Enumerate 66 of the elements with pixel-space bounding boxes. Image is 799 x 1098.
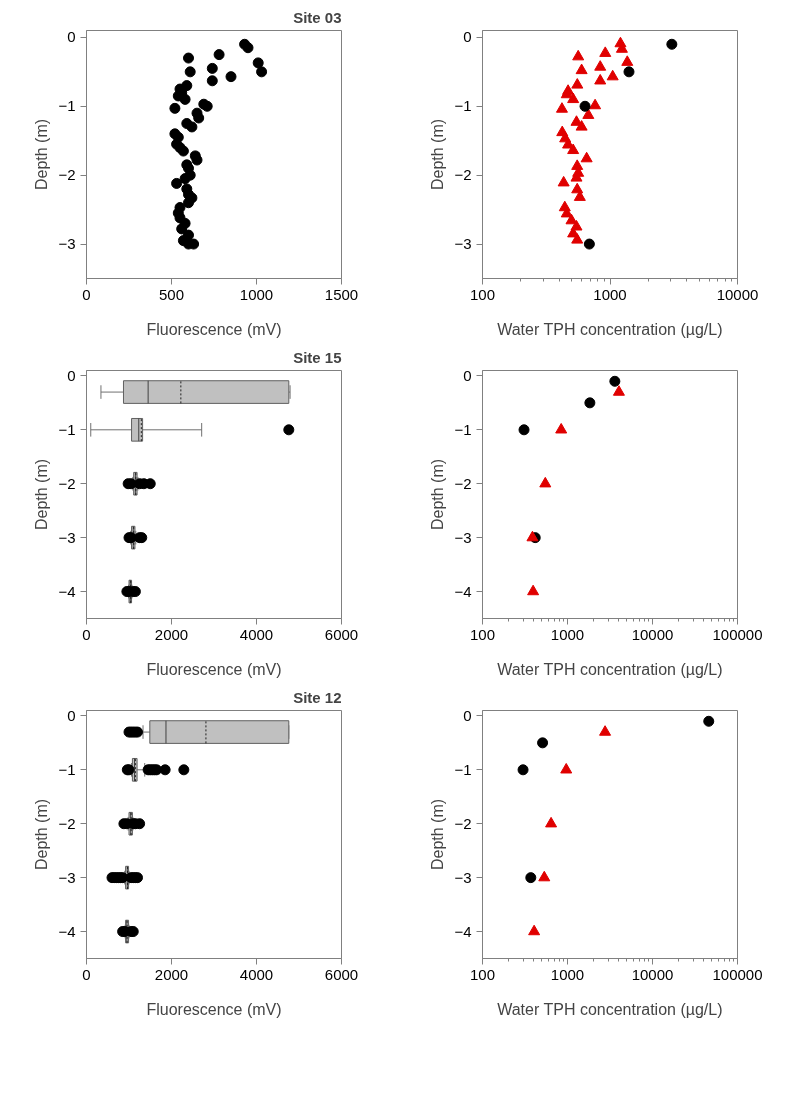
- x-tick-label: 100000: [712, 625, 763, 643]
- x-tick-label: 2000: [154, 625, 189, 643]
- chart-title: Site 03: [293, 8, 342, 26]
- x-tick-label: 2000: [154, 965, 189, 983]
- y-tick-label: −4: [454, 922, 472, 940]
- y-tick-label: −3: [454, 235, 472, 253]
- x-tick-label: 10000: [716, 285, 759, 303]
- x-tick-label: 500: [158, 285, 185, 303]
- y-tick-label: −3: [58, 528, 76, 546]
- x-tick-label: 1000: [593, 285, 627, 303]
- y-tick-label: 0: [463, 706, 472, 724]
- y-tick-label: −2: [454, 474, 472, 492]
- x-axis-title: Fluorescence (mV): [146, 660, 282, 678]
- y-tick-label: −1: [454, 760, 472, 778]
- x-tick-label: 1500: [324, 285, 359, 303]
- x-tick-label: 4000: [239, 625, 274, 643]
- x-tick-label: 6000: [324, 625, 359, 643]
- y-tick-label: 0: [67, 28, 76, 46]
- y-tick-label: −2: [454, 166, 472, 184]
- y-tick-label: −4: [58, 922, 76, 940]
- y-axis-title: Depth (m): [429, 458, 447, 531]
- chart-title: Site 12: [293, 688, 342, 706]
- x-tick-label: 6000: [324, 965, 359, 983]
- y-tick-label: −1: [58, 420, 76, 438]
- y-tick-label: 0: [67, 366, 76, 384]
- x-tick-label: 10000: [631, 965, 674, 983]
- y-axis-title: Depth (m): [429, 118, 447, 191]
- y-tick-label: 0: [463, 28, 472, 46]
- x-tick-label: 1000: [550, 965, 585, 983]
- y-tick-label: 0: [67, 706, 76, 724]
- y-axis-title: Depth (m): [429, 798, 447, 871]
- y-tick-label: −3: [58, 235, 76, 253]
- y-tick-label: −3: [454, 868, 472, 886]
- y-tick-label: 0: [463, 366, 472, 384]
- y-tick-label: −2: [58, 474, 76, 492]
- y-tick-label: −3: [58, 868, 76, 886]
- y-tick-label: −1: [454, 420, 472, 438]
- y-axis-title: Depth (m): [33, 798, 51, 871]
- x-tick-label: 0: [82, 965, 91, 983]
- x-tick-label: 100000: [712, 965, 763, 983]
- y-tick-label: −3: [454, 528, 472, 546]
- x-tick-label: 100: [469, 285, 496, 303]
- x-axis-title: Fluorescence (mV): [146, 1000, 282, 1018]
- x-tick-label: 1000: [239, 285, 274, 303]
- x-axis-title: Water TPH concentration (µg/L): [497, 320, 723, 338]
- y-tick-label: −2: [58, 814, 76, 832]
- chart-title: Site 15: [293, 348, 342, 366]
- y-tick-label: −2: [58, 166, 76, 184]
- x-axis-title: Water TPH concentration (µg/L): [497, 660, 723, 678]
- x-tick-label: 0: [82, 285, 91, 303]
- y-axis-title: Depth (m): [33, 118, 51, 191]
- x-axis-title: Fluorescence (mV): [146, 320, 282, 338]
- x-tick-label: 10000: [631, 625, 674, 643]
- x-tick-label: 1000: [550, 625, 585, 643]
- x-axis-title: Water TPH concentration (µg/L): [497, 1000, 723, 1018]
- x-tick-label: 100: [469, 625, 496, 643]
- x-tick-label: 100: [469, 965, 496, 983]
- y-tick-label: −1: [58, 760, 76, 778]
- y-tick-label: −2: [454, 814, 472, 832]
- y-tick-label: −1: [454, 97, 472, 115]
- x-tick-label: 0: [82, 625, 91, 643]
- y-tick-label: −1: [58, 97, 76, 115]
- y-tick-label: −4: [58, 582, 76, 600]
- y-axis-title: Depth (m): [33, 458, 51, 531]
- y-tick-label: −4: [454, 582, 472, 600]
- x-tick-label: 4000: [239, 965, 274, 983]
